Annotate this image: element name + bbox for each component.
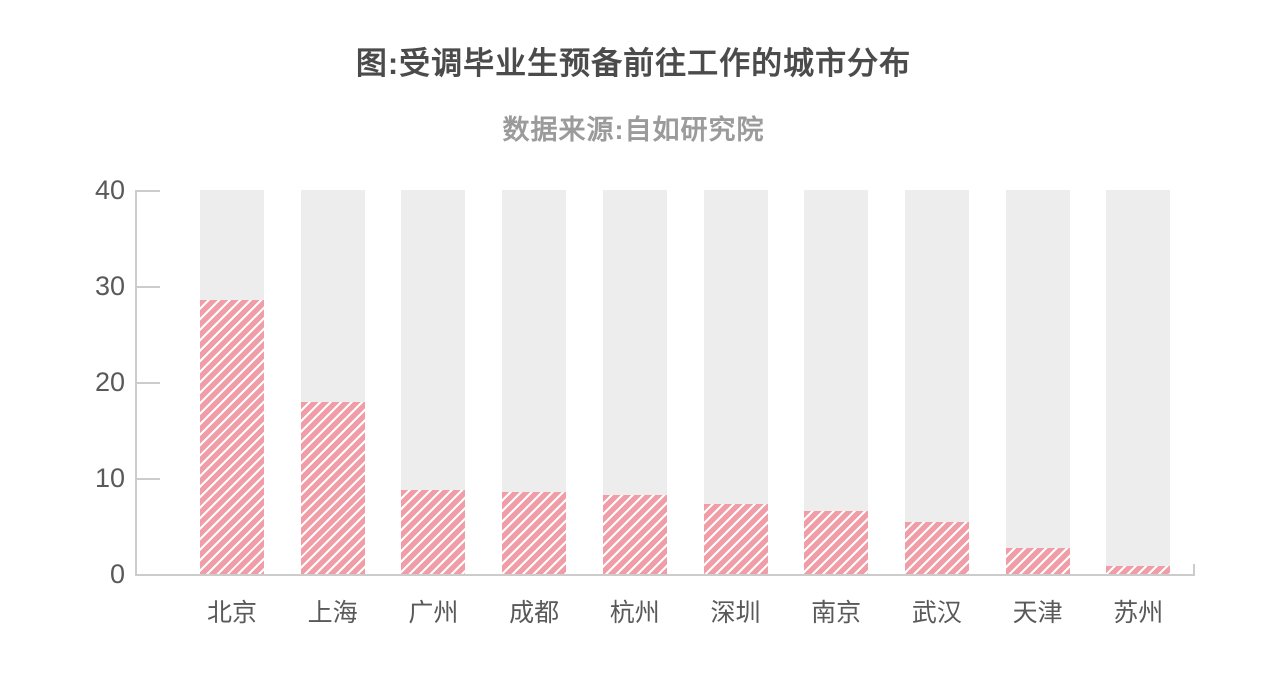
bar-slot-成都 bbox=[502, 190, 567, 574]
x-axis-end-tick bbox=[1193, 564, 1195, 574]
value-bar-深圳 bbox=[703, 503, 768, 574]
x-axis-label-深圳: 深圳 bbox=[710, 599, 761, 627]
bar-slot-天津 bbox=[1005, 190, 1070, 574]
chart-subtitle: 数据来源:自如研究院 bbox=[502, 115, 765, 145]
x-axis-label-天津: 天津 bbox=[1012, 599, 1063, 627]
x-axis-label-苏州: 苏州 bbox=[1113, 599, 1164, 627]
value-bar-广州 bbox=[401, 489, 466, 574]
value-bar-成都 bbox=[502, 492, 567, 574]
background-bar-天津 bbox=[1005, 190, 1070, 574]
y-axis-label-0: 0 bbox=[109, 559, 125, 589]
y-axis-line bbox=[135, 190, 137, 574]
bar-slot-深圳 bbox=[703, 190, 768, 574]
y-axis-tick-30 bbox=[137, 286, 160, 288]
x-axis-label-上海: 上海 bbox=[307, 599, 358, 627]
bar-slot-北京 bbox=[200, 190, 264, 574]
x-axis-label-成都: 成都 bbox=[509, 599, 560, 627]
background-bar-南京 bbox=[804, 190, 869, 574]
y-axis-tick-40 bbox=[137, 190, 160, 192]
y-axis-tick-20 bbox=[137, 382, 160, 384]
bar-slot-杭州 bbox=[602, 190, 667, 574]
plot-area bbox=[135, 190, 1195, 576]
value-bar-天津 bbox=[1005, 548, 1070, 574]
x-axis-label-广州: 广州 bbox=[408, 599, 459, 627]
x-axis-label-武汉: 武汉 bbox=[911, 599, 962, 627]
bar-slot-上海 bbox=[300, 190, 365, 574]
value-bar-南京 bbox=[804, 510, 869, 574]
y-axis-tick-10 bbox=[137, 478, 160, 480]
value-bar-上海 bbox=[300, 402, 365, 574]
x-axis-label-北京: 北京 bbox=[206, 599, 258, 627]
value-bar-武汉 bbox=[904, 522, 969, 574]
bar-slot-武汉 bbox=[904, 190, 969, 574]
chart-title: 图:受调毕业生预备前往工作的城市分布 bbox=[355, 46, 912, 81]
x-axis-label-杭州: 杭州 bbox=[609, 599, 660, 627]
value-bar-杭州 bbox=[602, 495, 667, 574]
background-bar-苏州 bbox=[1106, 190, 1171, 574]
background-bar-武汉 bbox=[904, 190, 969, 574]
y-axis-label-40: 40 bbox=[94, 175, 125, 205]
x-axis-line bbox=[135, 574, 1195, 576]
value-bar-北京 bbox=[200, 300, 264, 574]
x-axis-label-南京: 南京 bbox=[811, 599, 862, 627]
y-axis-label-20: 20 bbox=[94, 367, 125, 397]
bar-slot-广州 bbox=[401, 190, 466, 574]
y-axis-label-10: 10 bbox=[94, 463, 125, 493]
value-bar-苏州 bbox=[1106, 566, 1171, 574]
y-axis-label-30: 30 bbox=[94, 271, 125, 301]
bar-slot-南京 bbox=[804, 190, 869, 574]
bar-slot-苏州 bbox=[1106, 190, 1171, 574]
